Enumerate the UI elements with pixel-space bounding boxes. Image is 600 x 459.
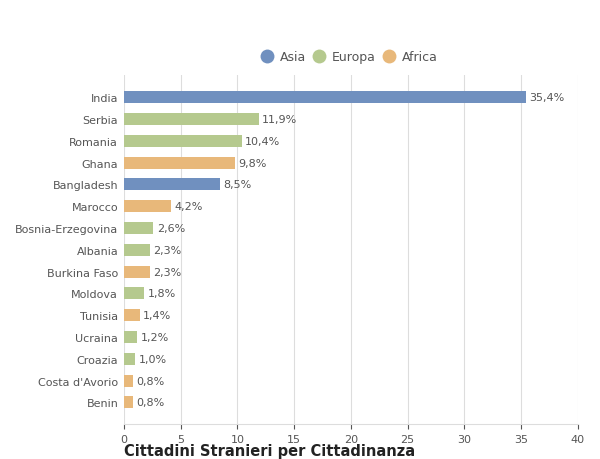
Text: 11,9%: 11,9% <box>262 115 298 125</box>
Text: 2,3%: 2,3% <box>154 245 182 255</box>
Bar <box>124 266 150 278</box>
Text: 1,4%: 1,4% <box>143 311 172 320</box>
Text: 1,8%: 1,8% <box>148 289 176 299</box>
Bar <box>124 179 220 191</box>
Bar <box>124 201 172 213</box>
Bar <box>124 244 150 256</box>
Text: 1,2%: 1,2% <box>141 332 169 342</box>
Bar <box>124 331 137 343</box>
Text: 35,4%: 35,4% <box>529 93 565 103</box>
Bar <box>124 223 154 235</box>
Bar <box>124 375 133 387</box>
Bar <box>124 397 133 409</box>
Bar <box>124 92 526 104</box>
Text: 4,2%: 4,2% <box>175 202 203 212</box>
Bar <box>124 288 144 300</box>
Text: 1,0%: 1,0% <box>139 354 167 364</box>
Bar <box>124 353 135 365</box>
Text: 0,8%: 0,8% <box>136 397 164 408</box>
Text: Cittadini Stranieri per Cittadinanza: Cittadini Stranieri per Cittadinanza <box>124 443 415 458</box>
Text: 0,8%: 0,8% <box>136 376 164 386</box>
Text: 9,8%: 9,8% <box>238 158 267 168</box>
Text: 2,6%: 2,6% <box>157 224 185 234</box>
Text: 2,3%: 2,3% <box>154 267 182 277</box>
Bar <box>124 114 259 126</box>
Text: 10,4%: 10,4% <box>245 136 281 146</box>
Text: 8,5%: 8,5% <box>224 180 252 190</box>
Legend: Asia, Europa, Africa: Asia, Europa, Africa <box>260 48 442 68</box>
Bar <box>124 157 235 169</box>
Bar <box>124 135 242 147</box>
Bar <box>124 309 140 321</box>
